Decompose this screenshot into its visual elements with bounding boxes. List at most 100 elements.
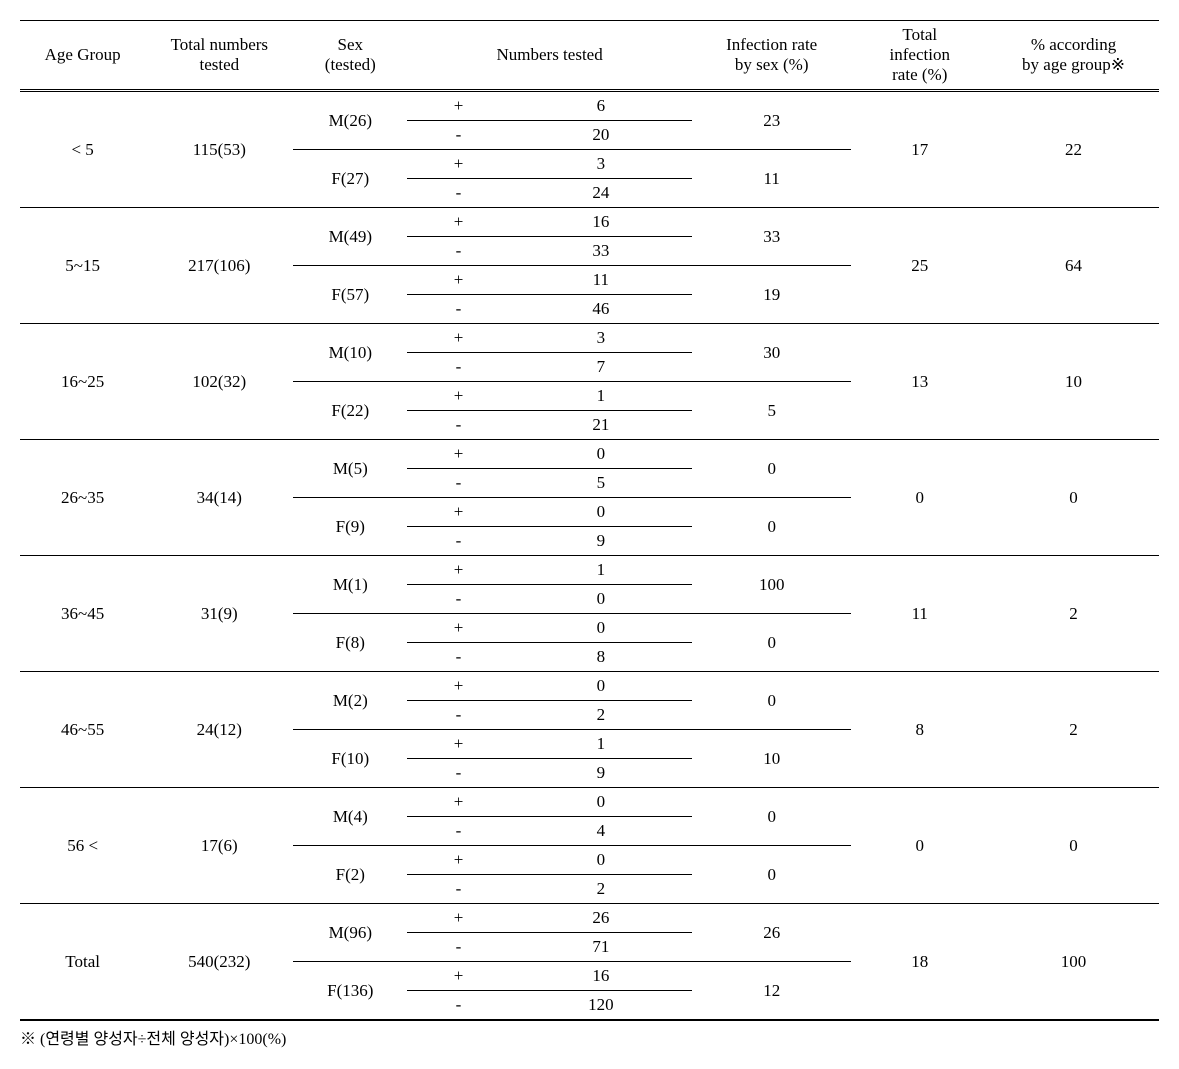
cell-sign-minus: - (407, 643, 510, 672)
cell-sign-minus: - (407, 411, 510, 440)
cell-count: 4 (510, 817, 692, 846)
cell-total-tested: 115(53) (145, 91, 293, 208)
cell-sign-minus: - (407, 237, 510, 266)
cell-count: 9 (510, 759, 692, 788)
cell-pct-age: 100 (988, 904, 1159, 1021)
table-row: 5~15217(106)M(49)+16332564 (20, 208, 1159, 237)
cell-total-inf-rate: 13 (851, 324, 988, 440)
cell-count: 33 (510, 237, 692, 266)
cell-sex: M(1) (293, 556, 407, 614)
cell-inf-rate-sex: 30 (692, 324, 851, 382)
cell-total-inf-rate: 0 (851, 788, 988, 904)
cell-sex: M(5) (293, 440, 407, 498)
col-total-tested-text: Total numberstested (171, 35, 268, 74)
table-row: Total540(232)M(96)+262618100 (20, 904, 1159, 933)
cell-count: 8 (510, 643, 692, 672)
col-total-inf-rate: Totalinfectionrate (%) (851, 21, 988, 91)
col-inf-rate-sex: Infection rateby sex (%) (692, 21, 851, 91)
cell-count: 0 (510, 498, 692, 527)
cell-pct-age: 2 (988, 556, 1159, 672)
cell-count: 26 (510, 904, 692, 933)
cell-sex: M(10) (293, 324, 407, 382)
cell-sex: M(96) (293, 904, 407, 962)
table-row: 56 <17(6)M(4)+0000 (20, 788, 1159, 817)
cell-count: 1 (510, 382, 692, 411)
cell-count: 0 (510, 672, 692, 701)
cell-inf-rate-sex: 0 (692, 498, 851, 556)
table-footnote: ※ (연령별 양성자÷전체 양성자)×100(%) (20, 1021, 1159, 1049)
cell-sign-plus: + (407, 614, 510, 643)
cell-sign-minus: - (407, 759, 510, 788)
cell-count: 7 (510, 353, 692, 382)
cell-total-tested: 34(14) (145, 440, 293, 556)
note-symbol: ※ (1111, 55, 1125, 74)
cell-age-group: 5~15 (20, 208, 145, 324)
cell-total-tested: 17(6) (145, 788, 293, 904)
cell-count: 16 (510, 208, 692, 237)
cell-sex: F(10) (293, 730, 407, 788)
cell-sign-minus: - (407, 585, 510, 614)
cell-sex: F(2) (293, 846, 407, 904)
cell-sign-minus: - (407, 121, 510, 150)
infection-table: Age Group Total numberstested Sex(tested… (20, 20, 1159, 1021)
cell-sign-plus: + (407, 208, 510, 237)
col-total-inf-rate-text: Totalinfectionrate (%) (890, 25, 950, 84)
col-pct-age: % accordingby age group※ (988, 21, 1159, 91)
cell-sign-plus: + (407, 904, 510, 933)
cell-sign-minus: - (407, 179, 510, 208)
cell-total-tested: 24(12) (145, 672, 293, 788)
col-sex: Sex(tested) (293, 21, 407, 91)
cell-sign-minus: - (407, 527, 510, 556)
cell-age-group: 46~55 (20, 672, 145, 788)
cell-count: 71 (510, 933, 692, 962)
cell-count: 9 (510, 527, 692, 556)
cell-sex: M(4) (293, 788, 407, 846)
cell-count: 24 (510, 179, 692, 208)
cell-count: 0 (510, 614, 692, 643)
cell-total-tested: 102(32) (145, 324, 293, 440)
cell-sign-plus: + (407, 91, 510, 121)
cell-sex: M(2) (293, 672, 407, 730)
cell-total-inf-rate: 18 (851, 904, 988, 1021)
cell-count: 11 (510, 266, 692, 295)
cell-sign-minus: - (407, 991, 510, 1021)
cell-pct-age: 2 (988, 672, 1159, 788)
cell-sex: M(26) (293, 91, 407, 150)
table-row: 36~4531(9)M(1)+1100112 (20, 556, 1159, 585)
cell-pct-age: 22 (988, 91, 1159, 208)
table-row: 26~3534(14)M(5)+0000 (20, 440, 1159, 469)
cell-inf-rate-sex: 26 (692, 904, 851, 962)
col-pct-age-text: % accordingby age group (1022, 35, 1116, 74)
cell-sign-minus: - (407, 295, 510, 324)
cell-total-inf-rate: 0 (851, 440, 988, 556)
cell-inf-rate-sex: 19 (692, 266, 851, 324)
cell-pct-age: 0 (988, 788, 1159, 904)
cell-sign-minus: - (407, 933, 510, 962)
cell-sign-minus: - (407, 875, 510, 904)
cell-count: 2 (510, 875, 692, 904)
cell-sign-plus: + (407, 440, 510, 469)
cell-count: 0 (510, 440, 692, 469)
cell-pct-age: 64 (988, 208, 1159, 324)
cell-total-inf-rate: 25 (851, 208, 988, 324)
cell-sign-minus: - (407, 817, 510, 846)
cell-count: 0 (510, 846, 692, 875)
cell-sign-plus: + (407, 962, 510, 991)
cell-total-inf-rate: 8 (851, 672, 988, 788)
table-row: < 5115(53)M(26)+6231722 (20, 91, 1159, 121)
cell-count: 6 (510, 91, 692, 121)
cell-inf-rate-sex: 23 (692, 91, 851, 150)
cell-age-group: 26~35 (20, 440, 145, 556)
cell-pct-age: 10 (988, 324, 1159, 440)
col-numbers-tested: Numbers tested (407, 21, 692, 91)
cell-count: 3 (510, 150, 692, 179)
cell-inf-rate-sex: 33 (692, 208, 851, 266)
table-row: 16~25102(32)M(10)+3301310 (20, 324, 1159, 353)
cell-inf-rate-sex: 10 (692, 730, 851, 788)
cell-count: 1 (510, 730, 692, 759)
cell-sign-plus: + (407, 150, 510, 179)
cell-sign-plus: + (407, 498, 510, 527)
cell-count: 5 (510, 469, 692, 498)
cell-inf-rate-sex: 0 (692, 614, 851, 672)
cell-age-group: < 5 (20, 91, 145, 208)
